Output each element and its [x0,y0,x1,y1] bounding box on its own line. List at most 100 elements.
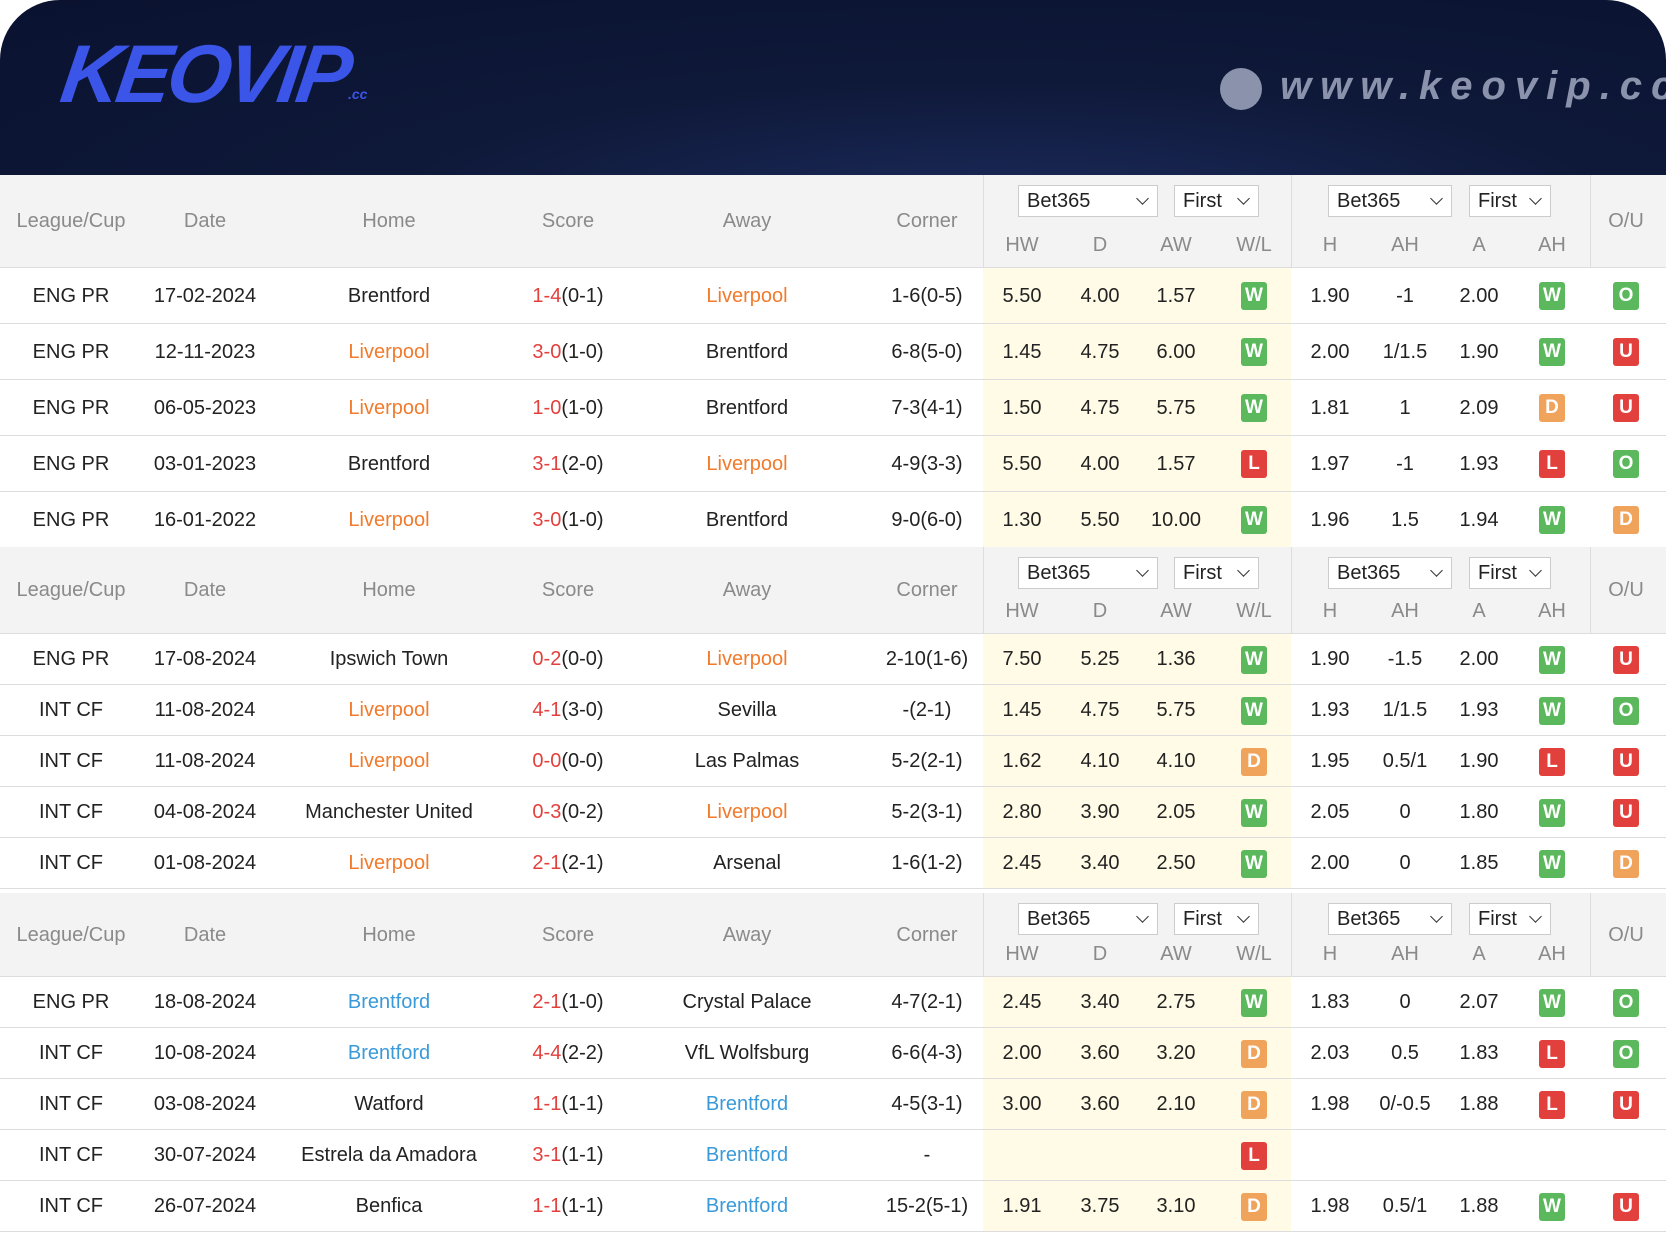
result-badge: W [1539,1192,1565,1221]
period-dropdown[interactable]: First [1174,557,1259,589]
odds-column-header: AH [1391,942,1419,965]
result-badge: W [1539,988,1565,1017]
column-header: Score [541,579,595,601]
result-badge: W [1241,506,1267,534]
full-time-score: 0-2 [532,648,562,670]
score-cell: 0-2 (0-0) [488,634,648,685]
bookmaker-dropdown[interactable]: Bet365 [1018,185,1158,217]
home-cell: Brentford [347,991,431,1013]
score-cell: 1-1 (1-1) [488,1079,648,1130]
aw-cell: 1.57 [1156,452,1196,475]
period-dropdown[interactable]: First [1469,185,1551,217]
column-header: League/Cup [16,923,126,946]
league-cell: ENG PR [32,648,110,670]
bookmaker-dropdown[interactable]: Bet365 [1018,557,1158,589]
result-badge: W [1241,394,1267,422]
ah-cell: -1.5 [1387,648,1423,670]
result-badge: U [1613,798,1639,827]
full-time-score: 0-3 [532,801,562,823]
half-time-score: (1-1) [561,1093,604,1115]
bookmaker-dropdown[interactable]: Bet365 [1018,903,1158,935]
match-row: ENG PR 17-08-2024 Ipswich Town 0-2 (0-0) Live… [0,634,1666,685]
match-table: League/Cup Date Home Score Away Corner Bet365 F… [0,175,1666,548]
league-cell: INT CF [38,801,104,823]
date-cell: 01-08-2024 [153,852,257,874]
home-cell: Liverpool [348,852,430,874]
result-badge: D [1539,394,1565,422]
away-cell: Brentford [705,1093,789,1115]
aw-cell: 3.10 [1156,1195,1196,1217]
period-dropdown[interactable]: First [1174,903,1259,935]
half-time-score: (2-0) [561,452,604,475]
odds-column-header: AW [1160,233,1192,256]
period-dropdown[interactable]: First [1174,185,1259,217]
result-badge: U [1613,394,1639,422]
period-dropdown[interactable]: First [1469,903,1551,935]
corner-cell: 5-2(3-1) [891,801,963,823]
league-cell: ENG PR [32,508,110,531]
odds-column-header: AH [1538,233,1566,256]
hw-cell: 3.00 [1002,1093,1042,1115]
score-cell: 0-0 (0-0) [488,736,648,787]
result-badge: D [1241,1090,1267,1119]
full-time-score: 3-1 [532,1144,562,1166]
h-cell: 1.90 [1310,648,1350,670]
score-cell: 1-1 (1-1) [488,1181,648,1232]
ah-cell: 1.5 [1391,508,1419,531]
league-cell: INT CF [38,1144,104,1166]
bookmaker-dropdown[interactable]: Bet365 [1328,557,1452,589]
aw-cell: 4.10 [1156,750,1196,772]
logo-sub: .cc [348,86,368,102]
half-time-score: (2-1) [561,852,604,874]
a-cell: 1.94 [1459,508,1499,531]
column-header: Away [722,923,772,946]
half-time-score: (0-2) [561,801,604,823]
match-row: ENG PR 06-05-2023 Liverpool 1-0 (1-0) Brentfo… [0,380,1666,436]
bookmaker-dropdown[interactable]: Bet365 [1328,185,1452,217]
header-divider [1590,547,1591,634]
header-divider [1291,893,1292,977]
match-row: ENG PR 16-01-2022 Liverpool 3-0 (1-0) Brentfo… [0,492,1666,548]
ah-cell: 0.5 [1391,1042,1419,1064]
league-cell: ENG PR [32,340,110,363]
aw-cell: 2.05 [1156,801,1196,823]
ah-cell: 0/-0.5 [1379,1093,1431,1115]
bookmaker-dropdown[interactable]: Bet365 [1328,903,1452,935]
a-cell: 1.85 [1459,852,1499,874]
full-time-score: 1-0 [532,396,562,419]
date-cell: 06-05-2023 [153,396,257,419]
column-header: Score [541,210,595,232]
corner-cell: 15-2(5-1) [885,1195,969,1217]
full-time-score: 4-4 [532,1042,562,1064]
result-badge: L [1539,1090,1565,1119]
d-cell: 4.75 [1080,340,1120,363]
column-header: Home [362,210,416,232]
result-badge: W [1241,645,1267,674]
period-dropdown[interactable]: First [1469,557,1551,589]
a-cell: 1.90 [1459,340,1499,363]
odds-column-header: A [1472,599,1486,622]
ah-cell: 1 [1399,396,1411,419]
ah-cell: 0 [1399,991,1411,1013]
full-time-score: 2-1 [532,991,562,1013]
odds-column-header: A [1472,942,1486,965]
match-table: League/Cup Date Home Score Away Corner Bet365 F… [0,893,1666,1232]
result-badge: W [1539,798,1565,827]
league-cell: INT CF [38,750,104,772]
away-cell: Brentford [705,340,789,363]
home-cell: Estrela da Amadora [301,1144,477,1166]
result-badge: W [1539,338,1565,366]
logo: KEOVIP [55,29,355,120]
h-cell: 1.95 [1310,750,1350,772]
h-cell: 2.03 [1310,1042,1350,1064]
header-divider [983,175,984,268]
ou-header: O/U [1608,579,1644,601]
result-badge: L [1241,1141,1267,1170]
half-time-score: (1-0) [561,508,604,531]
hw-cell: 1.45 [1002,699,1042,721]
full-time-score: 4-1 [532,699,562,721]
aw-cell: 1.36 [1156,648,1196,670]
a-cell: 2.00 [1459,648,1499,670]
result-badge: L [1241,450,1267,478]
ou-header: O/U [1608,923,1644,946]
